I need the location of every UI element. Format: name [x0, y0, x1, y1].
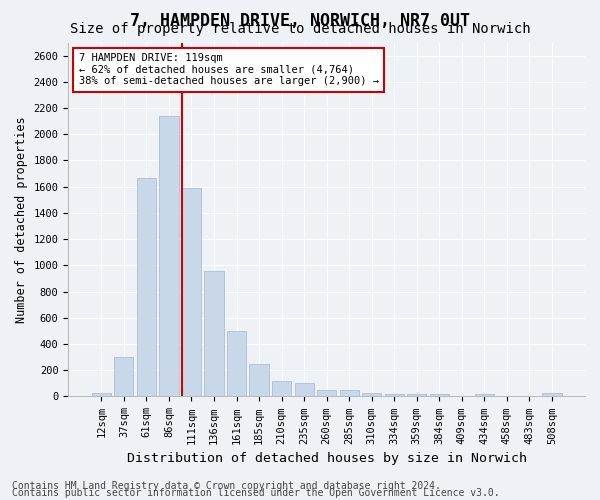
Bar — [137, 178, 156, 396]
Bar — [92, 393, 111, 396]
Bar — [295, 384, 314, 396]
Y-axis label: Number of detached properties: Number of detached properties — [15, 116, 28, 323]
Bar — [272, 380, 291, 396]
Bar — [407, 394, 427, 396]
Bar — [227, 331, 246, 396]
Bar — [182, 188, 201, 396]
Bar — [362, 392, 381, 396]
Text: 7, HAMPDEN DRIVE, NORWICH, NR7 0UT: 7, HAMPDEN DRIVE, NORWICH, NR7 0UT — [130, 12, 470, 30]
X-axis label: Distribution of detached houses by size in Norwich: Distribution of detached houses by size … — [127, 452, 527, 465]
Text: Size of property relative to detached houses in Norwich: Size of property relative to detached ho… — [70, 22, 530, 36]
Bar — [205, 270, 224, 396]
Bar — [542, 393, 562, 396]
Bar — [475, 394, 494, 396]
Text: Contains public sector information licensed under the Open Government Licence v3: Contains public sector information licen… — [12, 488, 500, 498]
Bar — [317, 390, 336, 396]
Bar — [250, 364, 269, 396]
Text: Contains HM Land Registry data © Crown copyright and database right 2024.: Contains HM Land Registry data © Crown c… — [12, 481, 441, 491]
Text: 7 HAMPDEN DRIVE: 119sqm
← 62% of detached houses are smaller (4,764)
38% of semi: 7 HAMPDEN DRIVE: 119sqm ← 62% of detache… — [79, 53, 379, 86]
Bar — [385, 394, 404, 396]
Bar — [160, 116, 179, 396]
Bar — [430, 394, 449, 396]
Bar — [340, 390, 359, 396]
Bar — [114, 357, 133, 397]
